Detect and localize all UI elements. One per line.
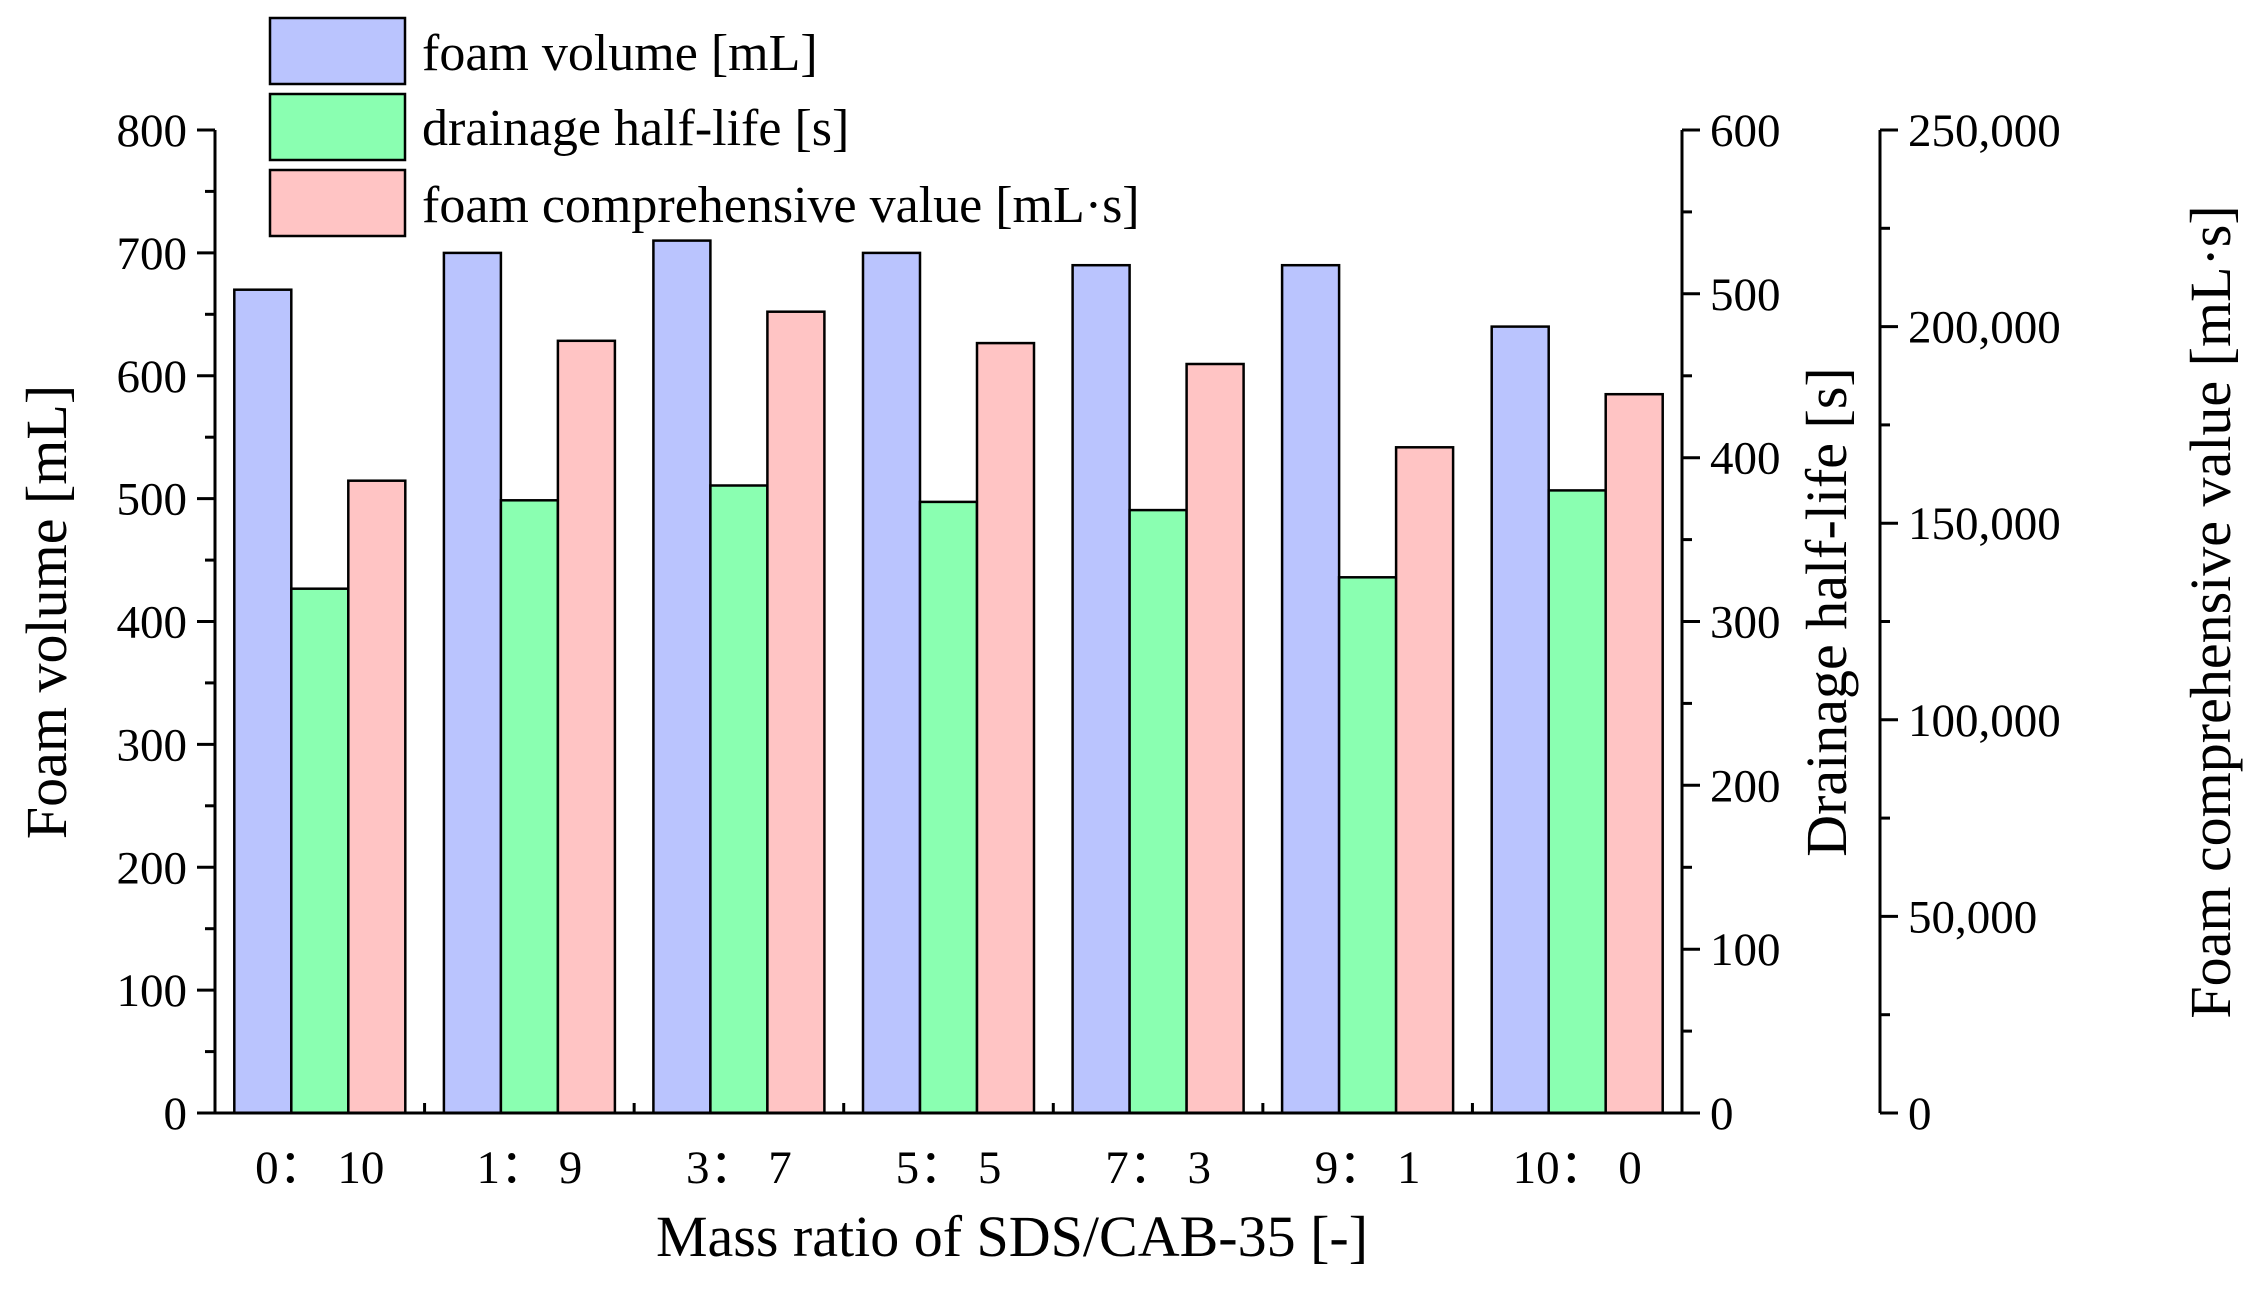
right-y-tick-label: 50,000 [1908, 891, 2037, 943]
middle-y-axis-title: Drainage half-life [s] [1794, 367, 1859, 857]
right-y-tick-label: 200,000 [1908, 302, 2061, 354]
bar-comprehensive-value-1 [556, 339, 617, 1115]
bar-comprehensive-value-3 [975, 341, 1036, 1115]
middle-y-tick-label: 300 [1710, 597, 1781, 649]
bar-drainage-half-life-2 [709, 484, 769, 1115]
x-tick-label: 9： 1 [1315, 1142, 1421, 1194]
bar-comprehensive-value-5 [1394, 446, 1455, 1115]
left-y-tick-label: 100 [117, 965, 188, 1017]
bar-comprehensive-value-4 [1185, 362, 1245, 1115]
bar-foam-volume-4 [1071, 263, 1131, 1115]
bar-drainage-half-life-4 [1128, 508, 1188, 1115]
bar-drainage-half-life-3 [918, 500, 979, 1115]
bar-foam-volume-1 [442, 251, 503, 1115]
right-y-tick-label: 0 [1908, 1088, 1932, 1140]
bars-group [233, 239, 1664, 1115]
left-y-tick-label: 0 [164, 1088, 188, 1140]
right-y-tick-label: 100,000 [1908, 695, 2061, 747]
middle-y-tick-label: 100 [1710, 924, 1781, 976]
bar-drainage-half-life-0 [290, 587, 350, 1115]
bar-foam-volume-2 [652, 239, 712, 1115]
legend-label-drainage-half-life: drainage half-life [s] [422, 100, 849, 157]
x-tick-label: 5： 5 [896, 1142, 1002, 1194]
middle-y-tick-label: 0 [1710, 1088, 1734, 1140]
x-tick-label: 1： 9 [477, 1142, 583, 1194]
right-y-tick-label: 150,000 [1908, 498, 2061, 550]
bar-drainage-half-life-6 [1547, 489, 1607, 1115]
middle-y-tick-label: 400 [1710, 433, 1781, 485]
bar-comprehensive-value-2 [766, 310, 826, 1115]
bar-comprehensive-value-6 [1604, 392, 1664, 1115]
bar-comprehensive-value-0 [347, 479, 407, 1115]
left-y-tick-label: 600 [117, 351, 188, 403]
left-y-tick-label: 700 [117, 228, 188, 280]
left-y-tick-label: 300 [117, 719, 188, 771]
right-y-axis-title: Foam comprehensive value [mL·s] [2178, 205, 2243, 1018]
x-tick-label: 3： 7 [686, 1142, 792, 1194]
x-tick-label: 10： 0 [1513, 1142, 1642, 1194]
bar-foam-volume-0 [233, 288, 293, 1115]
left-y-axis-title: Foam volume [mL] [14, 385, 79, 839]
left-y-tick-label: 800 [117, 105, 188, 157]
middle-y-tick-label: 200 [1710, 760, 1781, 812]
legend-swatch-foam-comprehensive-value [268, 168, 407, 238]
bar-foam-volume-5 [1280, 263, 1341, 1115]
legend-label-foam-volume: foam volume [mL] [422, 25, 818, 82]
ticks-group: 0： 10 1： 9 3： 7 5： 5 7： 3 9： 1 10： 0 0 100 200 300… [117, 105, 2061, 1194]
bar-foam-volume-3 [861, 251, 922, 1115]
left-y-tick-label: 200 [117, 842, 188, 894]
legend-label-foam-comprehensive-value: foam comprehensive value [mL·s] [422, 177, 1140, 234]
x-axis-title: Mass ratio of SDS/CAB-35 [-] [656, 1204, 1368, 1269]
legend-swatch-drainage-half-life [268, 92, 407, 162]
left-y-tick-label: 400 [117, 597, 188, 649]
x-tick-label: 7： 3 [1105, 1142, 1211, 1194]
left-y-tick-label: 500 [117, 474, 188, 526]
x-tick-label: 0： 10 [255, 1142, 384, 1194]
right-y-tick-label: 250,000 [1908, 105, 2061, 157]
legend-swatch-foam-volume [268, 16, 407, 86]
middle-y-tick-label: 500 [1710, 269, 1781, 321]
legend: foam volume [mL] drainage half-life [s] … [268, 16, 1140, 238]
middle-y-tick-label: 600 [1710, 105, 1781, 157]
bar-drainage-half-life-5 [1337, 576, 1398, 1115]
bar-drainage-half-life-1 [499, 499, 560, 1115]
bar-foam-volume-6 [1490, 325, 1550, 1115]
